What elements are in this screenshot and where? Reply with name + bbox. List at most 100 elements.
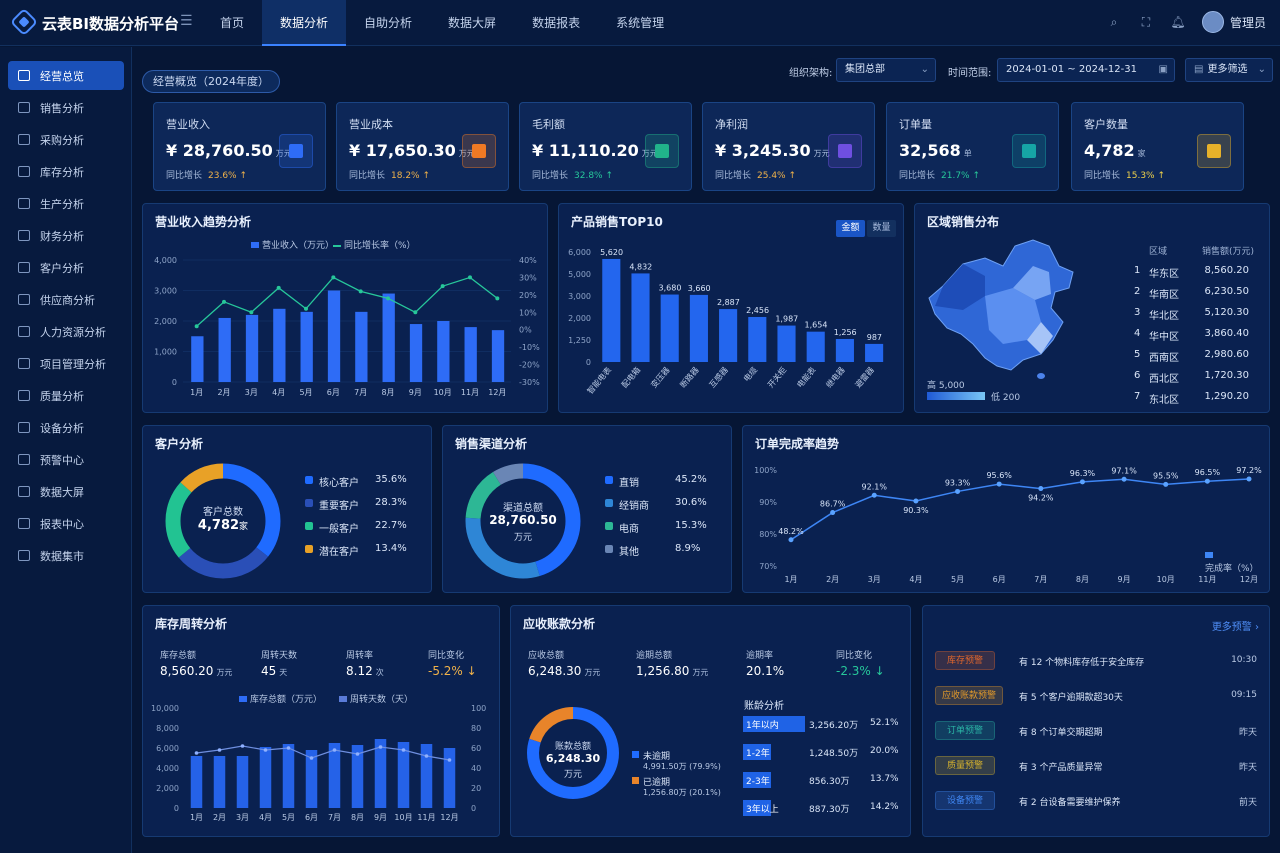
- revenue-trend-panel: 营业收入趋势分析 营业收入（万元） 同比增长率（%） 4,000 3,000 2,0…: [142, 203, 548, 413]
- product-bar: [602, 258, 621, 362]
- nav-big-screen[interactable]: 数据大屏: [448, 16, 497, 30]
- kpi-label: 营业成本: [349, 118, 393, 131]
- sidebar-item[interactable]: 经营总览: [8, 61, 124, 90]
- aging-percent: 20.0%: [870, 746, 899, 756]
- sidebar-item[interactable]: 数据大屏: [8, 477, 124, 506]
- date-range-value: 2024-01-01 ~ 2024-12-31: [1006, 64, 1137, 75]
- x-tick-label: 11月: [417, 813, 435, 822]
- revenue-bar: [191, 336, 204, 382]
- region-name: 华南区: [1149, 290, 1179, 301]
- kpi-icon: [1197, 134, 1231, 168]
- sidebar: 经营总览销售分析采购分析库存分析生产分析财务分析客户分析供应商分析人力资源分析项…: [0, 47, 132, 853]
- search-icon[interactable]: ⌕: [1110, 15, 1118, 29]
- region-name: 华中区: [1149, 332, 1179, 343]
- legend-swatch: [605, 545, 613, 553]
- y-tick-label: -10%: [519, 343, 540, 352]
- alert-text[interactable]: 有 5 个客户逾期款超30天: [1019, 693, 1123, 703]
- kpi-card: 净利润 ¥ 3,245.30 万元 同比增长 25.4% ↑: [702, 102, 875, 191]
- aging-bar: [743, 772, 771, 788]
- legend-high: 高 5,000: [927, 381, 965, 391]
- y-tick-label: 0: [174, 804, 179, 813]
- bell-icon[interactable]: 🔔︎: [1170, 15, 1186, 29]
- x-tick-label: 4月: [909, 575, 922, 584]
- x-tick-label: 7月: [328, 813, 341, 822]
- x-tick-label: 5月: [299, 388, 312, 397]
- alert-time: 前天: [1238, 798, 1257, 808]
- alert-text[interactable]: 有 3 个产品质量异常: [1019, 763, 1103, 773]
- product-bar: [748, 316, 767, 362]
- alert-tag: 订单预警: [935, 721, 995, 740]
- more-filters-button[interactable]: ▤ 更多筛选 ⌄: [1185, 58, 1273, 82]
- x-tick-label: 12月: [1240, 575, 1258, 584]
- bar-value-label: 3,680: [659, 284, 682, 293]
- alert-text[interactable]: 有 8 个订单交期超期: [1019, 728, 1103, 738]
- fullscreen-icon[interactable]: ⛶: [1141, 15, 1151, 29]
- sidebar-item[interactable]: 销售分析: [8, 93, 124, 122]
- nav-data-analysis[interactable]: 数据分析: [262, 0, 347, 46]
- menu-toggle-icon[interactable]: ☰: [180, 13, 193, 29]
- legend-value: 4,991.50万 (79.9%): [643, 762, 721, 771]
- revenue-bar: [245, 314, 259, 382]
- sidebar-item[interactable]: 库存分析: [8, 157, 124, 186]
- growth-line: [196, 276, 498, 327]
- sidebar-item[interactable]: 客户分析: [8, 253, 124, 282]
- amount-toggle[interactable]: 金额: [836, 220, 865, 237]
- date-range-input[interactable]: 2024-01-01 ~ 2024-12-31 ▣: [997, 58, 1175, 82]
- legend-swatch: [339, 696, 347, 702]
- alert-text[interactable]: 有 2 台设备需要维护保养: [1019, 798, 1121, 808]
- panel-title: 库存周转分析: [155, 617, 228, 631]
- sidebar-item[interactable]: 项目管理分析: [8, 349, 124, 378]
- sidebar-item-label: 数据大屏: [40, 485, 84, 499]
- nav-home[interactable]: 首页: [220, 16, 245, 30]
- chevron-down-icon: ⌄: [920, 64, 929, 75]
- aging-label: 2-3年: [746, 777, 770, 787]
- inventory-bar: [236, 756, 249, 808]
- kpi-number: 32,568: [899, 141, 961, 160]
- legend-bar-label: 库存总额（万元）: [250, 695, 323, 705]
- kpi-card: 毛利额 ¥ 11,110.20 万元 同比增长 32.8% ↑: [519, 102, 692, 191]
- stat-value: -5.2% ↓: [428, 664, 480, 678]
- more-alerts-link[interactable]: 更多预警 ›: [1211, 622, 1259, 633]
- inventory-bar: [305, 750, 318, 808]
- org-select[interactable]: 集团总部 ⌄: [836, 58, 936, 82]
- nav-self-service[interactable]: 自助分析: [364, 16, 413, 30]
- sidebar-item[interactable]: 生产分析: [8, 189, 124, 218]
- sidebar-item[interactable]: 质量分析: [8, 381, 124, 410]
- sidebar-item[interactable]: 预警中心: [8, 445, 124, 474]
- x-tick-label: 9月: [1118, 575, 1131, 584]
- completion-point: [788, 537, 794, 543]
- aging-amount: 856.30万: [809, 777, 850, 787]
- x-tick-label: 12月: [440, 813, 458, 822]
- user-name[interactable]: 管理员: [1229, 15, 1266, 30]
- channel-donut: [465, 463, 581, 579]
- sidebar-item[interactable]: 设备分析: [8, 413, 124, 442]
- sidebar-item[interactable]: 采购分析: [8, 125, 124, 154]
- sidebar-item-label: 项目管理分析: [40, 357, 106, 371]
- x-tick-label: 9月: [374, 813, 387, 822]
- bar-value-label: 5,620: [600, 248, 623, 257]
- nav-system[interactable]: 系统管理: [616, 16, 665, 30]
- x-tick-label: 互感器: [707, 365, 730, 390]
- alert-time: 昨天: [1238, 763, 1257, 773]
- sidebar-item[interactable]: 财务分析: [8, 221, 124, 250]
- sidebar-item[interactable]: 人力资源分析: [8, 317, 124, 346]
- rank: 2: [1134, 286, 1141, 297]
- nav-reports[interactable]: 数据报表: [532, 16, 581, 30]
- inventory-panel: 库存周转分析 库存总额 8,560.20 万元 周转天数 45 天 周转率 8.12 次 同比变化…: [142, 605, 500, 837]
- avatar[interactable]: [1201, 11, 1224, 33]
- sidebar-item-icon: [18, 70, 30, 81]
- sidebar-item-label: 预警中心: [40, 453, 84, 467]
- kpi-value: ¥ 28,760.50 万元: [166, 141, 292, 160]
- sidebar-item[interactable]: 报表中心: [8, 509, 124, 538]
- inventory-chart: 10,000 8,000 6,000 4,000 2,000 0 100 80 60 40 20 0 1…: [151, 704, 486, 822]
- alert-text[interactable]: 有 12 个物料库存低于安全库存: [1019, 658, 1145, 668]
- sidebar-item[interactable]: 供应商分析: [8, 285, 124, 314]
- quantity-toggle[interactable]: 数量: [867, 220, 896, 237]
- sidebar-item-label: 质量分析: [40, 389, 84, 403]
- x-tick-label: 8月: [1076, 575, 1089, 584]
- kpi-card: 客户数量 4,782 家同比增长 15.3% ↑: [1071, 102, 1244, 191]
- legend-percent: 45.2%: [675, 474, 707, 485]
- sidebar-item[interactable]: 数据集市: [8, 541, 124, 570]
- revenue-bar: [491, 330, 505, 382]
- region-sales: 1,290.20: [1204, 391, 1249, 402]
